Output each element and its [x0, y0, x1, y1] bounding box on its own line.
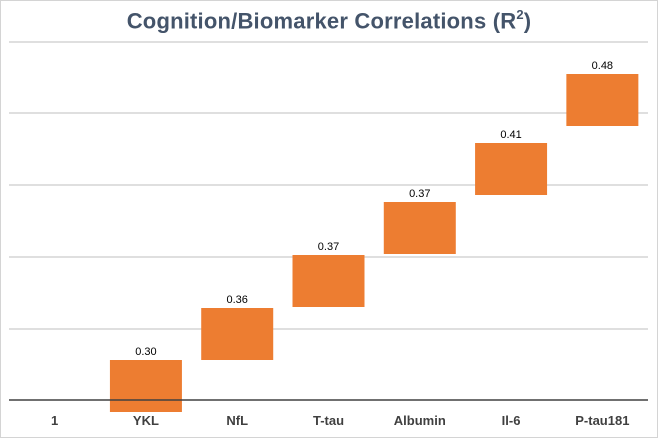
category-labels: 1 YKL NfL T-tau Albumin Il-6 P-tau181: [51, 413, 629, 428]
bar: [566, 74, 639, 126]
category-label: Albumin: [394, 413, 446, 428]
chart-title: Cognition/Biomarker Correlations (R2): [0, 7, 658, 34]
bar: [109, 360, 182, 412]
category-label: P-tau181: [575, 413, 629, 428]
bar: [292, 255, 365, 307]
bar-value-label: 0.41: [500, 129, 521, 141]
category-label: NfL: [226, 413, 248, 428]
category-label: YKL: [133, 413, 159, 428]
bars: [109, 74, 639, 412]
chart-title-superscript: 2: [516, 7, 524, 22]
bar-value-labels: 0.30 0.36 0.37 0.37 0.41 0.48: [135, 60, 613, 358]
bar: [201, 308, 274, 360]
category-label: T-tau: [313, 413, 344, 428]
bar-value-label: 0.36: [227, 294, 248, 306]
chart-title-text: Cognition/Biomarker Correlations (R: [126, 8, 517, 34]
category-label: Il-6: [502, 413, 521, 428]
gridlines: [9, 41, 648, 330]
bar-value-label: 0.30: [135, 346, 156, 358]
bar: [383, 202, 456, 254]
category-label: 1: [51, 413, 58, 428]
chart-title-close: ): [523, 8, 532, 34]
bar-value-label: 0.48: [592, 60, 613, 72]
bar-value-label: 0.37: [409, 188, 430, 200]
bar-value-label: 0.37: [318, 241, 339, 253]
bar: [475, 143, 548, 195]
